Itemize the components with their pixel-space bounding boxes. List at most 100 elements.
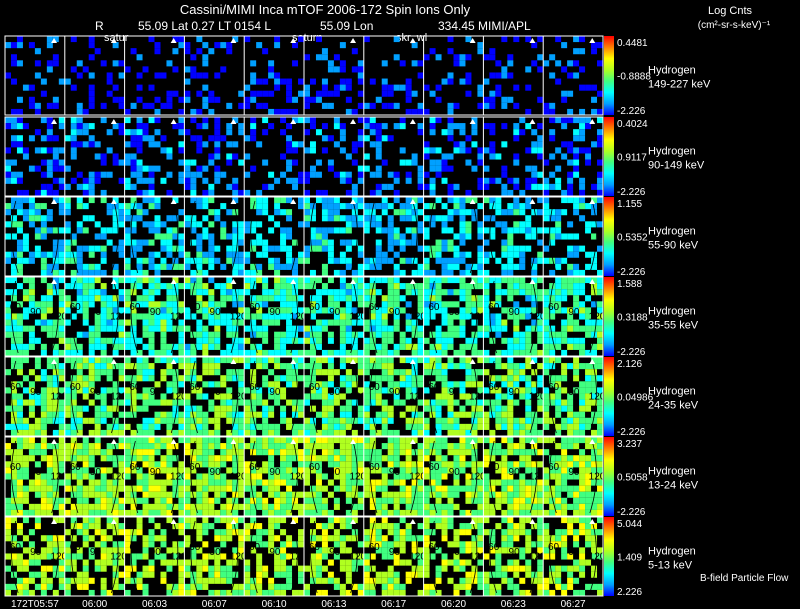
heatmap-cell (124, 257, 131, 264)
heatmap-cell (357, 295, 364, 302)
heatmap-cell (148, 437, 155, 444)
heatmap-cell (453, 473, 460, 480)
heatmap-cell (495, 277, 502, 284)
heatmap-cell (88, 36, 95, 43)
heatmap-cell (238, 123, 245, 130)
heatmap-cell (375, 319, 382, 326)
heatmap-cell (22, 429, 29, 436)
heatmap-cell (190, 331, 197, 338)
heatmap-cell (16, 509, 23, 516)
heatmap-cell (52, 227, 59, 234)
heatmap-cell (471, 375, 478, 382)
heatmap-cell (447, 497, 454, 504)
heatmap-cell (172, 455, 179, 462)
heatmap-cell (88, 485, 95, 492)
heatmap-cell (549, 497, 556, 504)
heatmap-cell (220, 357, 227, 364)
heatmap-cell (573, 129, 580, 136)
heatmap-cell (22, 357, 29, 364)
heatmap-cell (549, 301, 556, 308)
heatmap-cell (537, 375, 544, 382)
heatmap-cell (256, 343, 263, 350)
pitch-contour-line (290, 280, 298, 354)
heatmap-cell (393, 509, 400, 516)
heatmap-cell (46, 60, 53, 67)
heatmap-cell (40, 307, 47, 314)
heatmap-cell (202, 461, 209, 468)
heatmap-cell (507, 449, 514, 456)
heatmap-cell (196, 429, 203, 436)
heatmap-cell (250, 485, 257, 492)
heatmap-cell (184, 159, 191, 166)
heatmap-cell (286, 307, 293, 314)
heatmap-cell (250, 449, 257, 456)
heatmap-cell (166, 245, 173, 252)
heatmap-cell (118, 503, 125, 510)
heatmap-cell (196, 411, 203, 418)
heatmap-cell (184, 417, 191, 424)
heatmap-cell (423, 405, 430, 412)
heatmap-cell (88, 135, 95, 142)
heatmap-cell (232, 479, 239, 486)
heatmap-cell (166, 411, 173, 418)
heatmap-cell (321, 497, 328, 504)
heatmap-cell (387, 381, 394, 388)
heatmap-cell (393, 503, 400, 510)
heatmap-cell (531, 491, 538, 498)
heatmap-cell (381, 102, 388, 109)
heatmap-cell (471, 437, 478, 444)
heatmap-cell (124, 375, 131, 382)
heatmap-cell (309, 417, 316, 424)
heatmap-cell (501, 455, 508, 462)
heatmap-cell (309, 357, 316, 364)
heatmap-cell (393, 102, 400, 109)
heatmap-cell (345, 245, 352, 252)
heatmap-cell (465, 375, 472, 382)
heatmap-cell (190, 417, 197, 424)
heatmap-cell (519, 331, 526, 338)
pitch-angle-label: 60 (548, 462, 560, 473)
heatmap-cell (130, 411, 137, 418)
heatmap-cell (429, 215, 436, 222)
heatmap-cell (405, 289, 412, 296)
heatmap-cell (286, 135, 293, 142)
heatmap-cell (417, 307, 424, 314)
heatmap-cell (525, 289, 532, 296)
heatmap-cell (160, 135, 167, 142)
heatmap-cell (244, 461, 251, 468)
heatmap-cell (202, 96, 209, 103)
heatmap-cell (339, 363, 346, 370)
heatmap-cell (507, 503, 514, 510)
heatmap-cell (357, 497, 364, 504)
heatmap-cell (244, 405, 251, 412)
heatmap-cell (513, 203, 520, 210)
heatmap-cell (124, 411, 131, 418)
heatmap-cell (525, 491, 532, 498)
heatmap-cell (573, 197, 580, 204)
heatmap-cell (411, 473, 418, 480)
heatmap-cell (375, 141, 382, 148)
heatmap-cell (52, 283, 59, 290)
heatmap-cell (286, 455, 293, 462)
heatmap-cell (274, 363, 281, 370)
heatmap-cell (256, 357, 263, 364)
heatmap-cell (286, 369, 293, 376)
heatmap-cell (82, 455, 89, 462)
heatmap-cell (172, 245, 179, 252)
heatmap-cell (214, 343, 221, 350)
pitch-contour-line (170, 280, 179, 354)
heatmap-cell (441, 337, 448, 344)
pitch-angle-label: 120 (349, 472, 366, 483)
heatmap-cell (369, 503, 376, 510)
heatmap-cell (184, 369, 191, 376)
heatmap-cell (304, 461, 310, 468)
heatmap-cell (112, 277, 119, 284)
heatmap-cell (579, 473, 586, 480)
heatmap-cell (214, 455, 221, 462)
heatmap-cell (441, 437, 448, 444)
heatmap-cell (178, 325, 185, 332)
heatmap-cell (315, 319, 322, 326)
heatmap-cell (477, 369, 484, 376)
heatmap-cell (447, 503, 454, 510)
heatmap-cell (387, 203, 394, 210)
